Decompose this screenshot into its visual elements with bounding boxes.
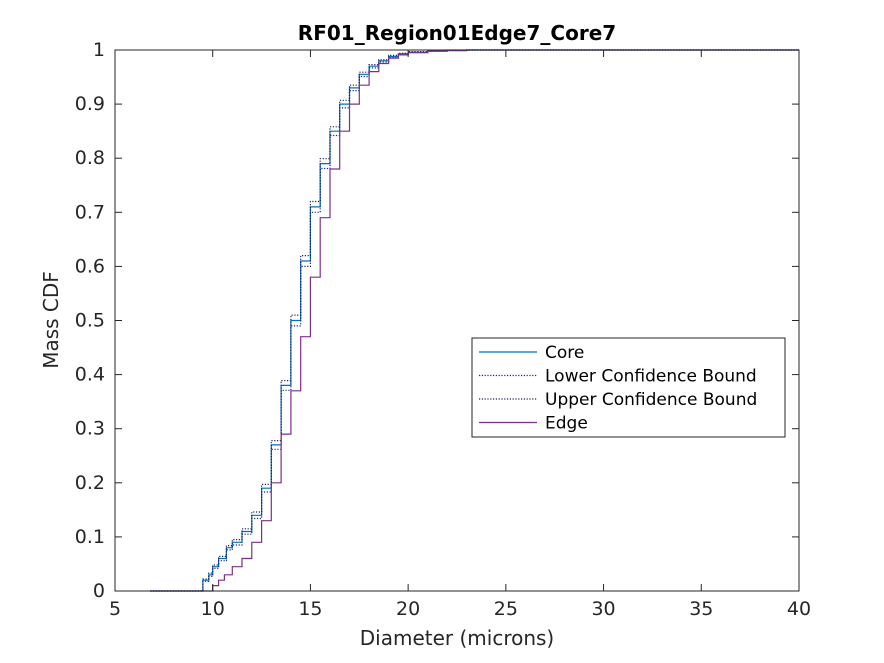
x-tick-label: 15: [298, 598, 322, 620]
legend-box: [471, 337, 786, 438]
legend-label-lower-confidence-bound: Lower Confidence Bound: [545, 367, 757, 387]
x-tick-label: 20: [396, 598, 420, 620]
chart-title: RF01_Region01Edge7_Core7: [298, 21, 616, 45]
x-tick-label: 5: [109, 598, 121, 620]
legend-label-edge: Edge: [545, 414, 588, 434]
y-tick-label: 0.3: [75, 418, 105, 440]
y-tick-label: 0.6: [75, 255, 105, 277]
x-tick-label: 40: [787, 598, 811, 620]
x-tick-label: 30: [591, 598, 615, 620]
y-axis-ticks: 0 0.1 0.2 0.3 0.4 0.5 0.6 0.7 0.8 0.9 1: [75, 39, 799, 602]
y-axis-label: Mass CDF: [39, 271, 63, 369]
series-line-upper-confidence-bound: [150, 49, 799, 592]
legend-entries: Core Lower Confidence Bound Upper Confiden…: [479, 343, 757, 434]
x-tick-label: 25: [494, 598, 518, 620]
y-tick-label: 0.1: [75, 526, 105, 548]
y-tick-label: 0: [93, 580, 105, 602]
legend-label-core: Core: [545, 343, 584, 363]
y-tick-label: 0.9: [75, 93, 105, 115]
y-tick-label: 0.7: [75, 201, 105, 223]
y-tick-label: 0.5: [75, 310, 105, 332]
x-tick-label: 35: [689, 598, 713, 620]
series-line-edge: [150, 49, 799, 592]
x-axis-ticks: 5 10 15 20 25 30 35 40: [109, 50, 811, 620]
y-tick-label: 0.4: [75, 364, 105, 386]
x-tick-label: 10: [201, 598, 225, 620]
y-tick-label: 0.2: [75, 472, 105, 494]
series-line-lower-confidence-bound: [150, 49, 799, 592]
x-axis-label: Diameter (microns): [360, 626, 554, 650]
legend-label-upper-confidence-bound: Upper Confidence Bound: [545, 390, 757, 410]
y-tick-label: 0.8: [75, 147, 105, 169]
legend: Core Lower Confidence Bound Upper Confiden…: [471, 337, 786, 438]
series-layer: [150, 49, 799, 592]
plot-area: [115, 50, 799, 591]
y-tick-label: 1: [93, 39, 105, 61]
